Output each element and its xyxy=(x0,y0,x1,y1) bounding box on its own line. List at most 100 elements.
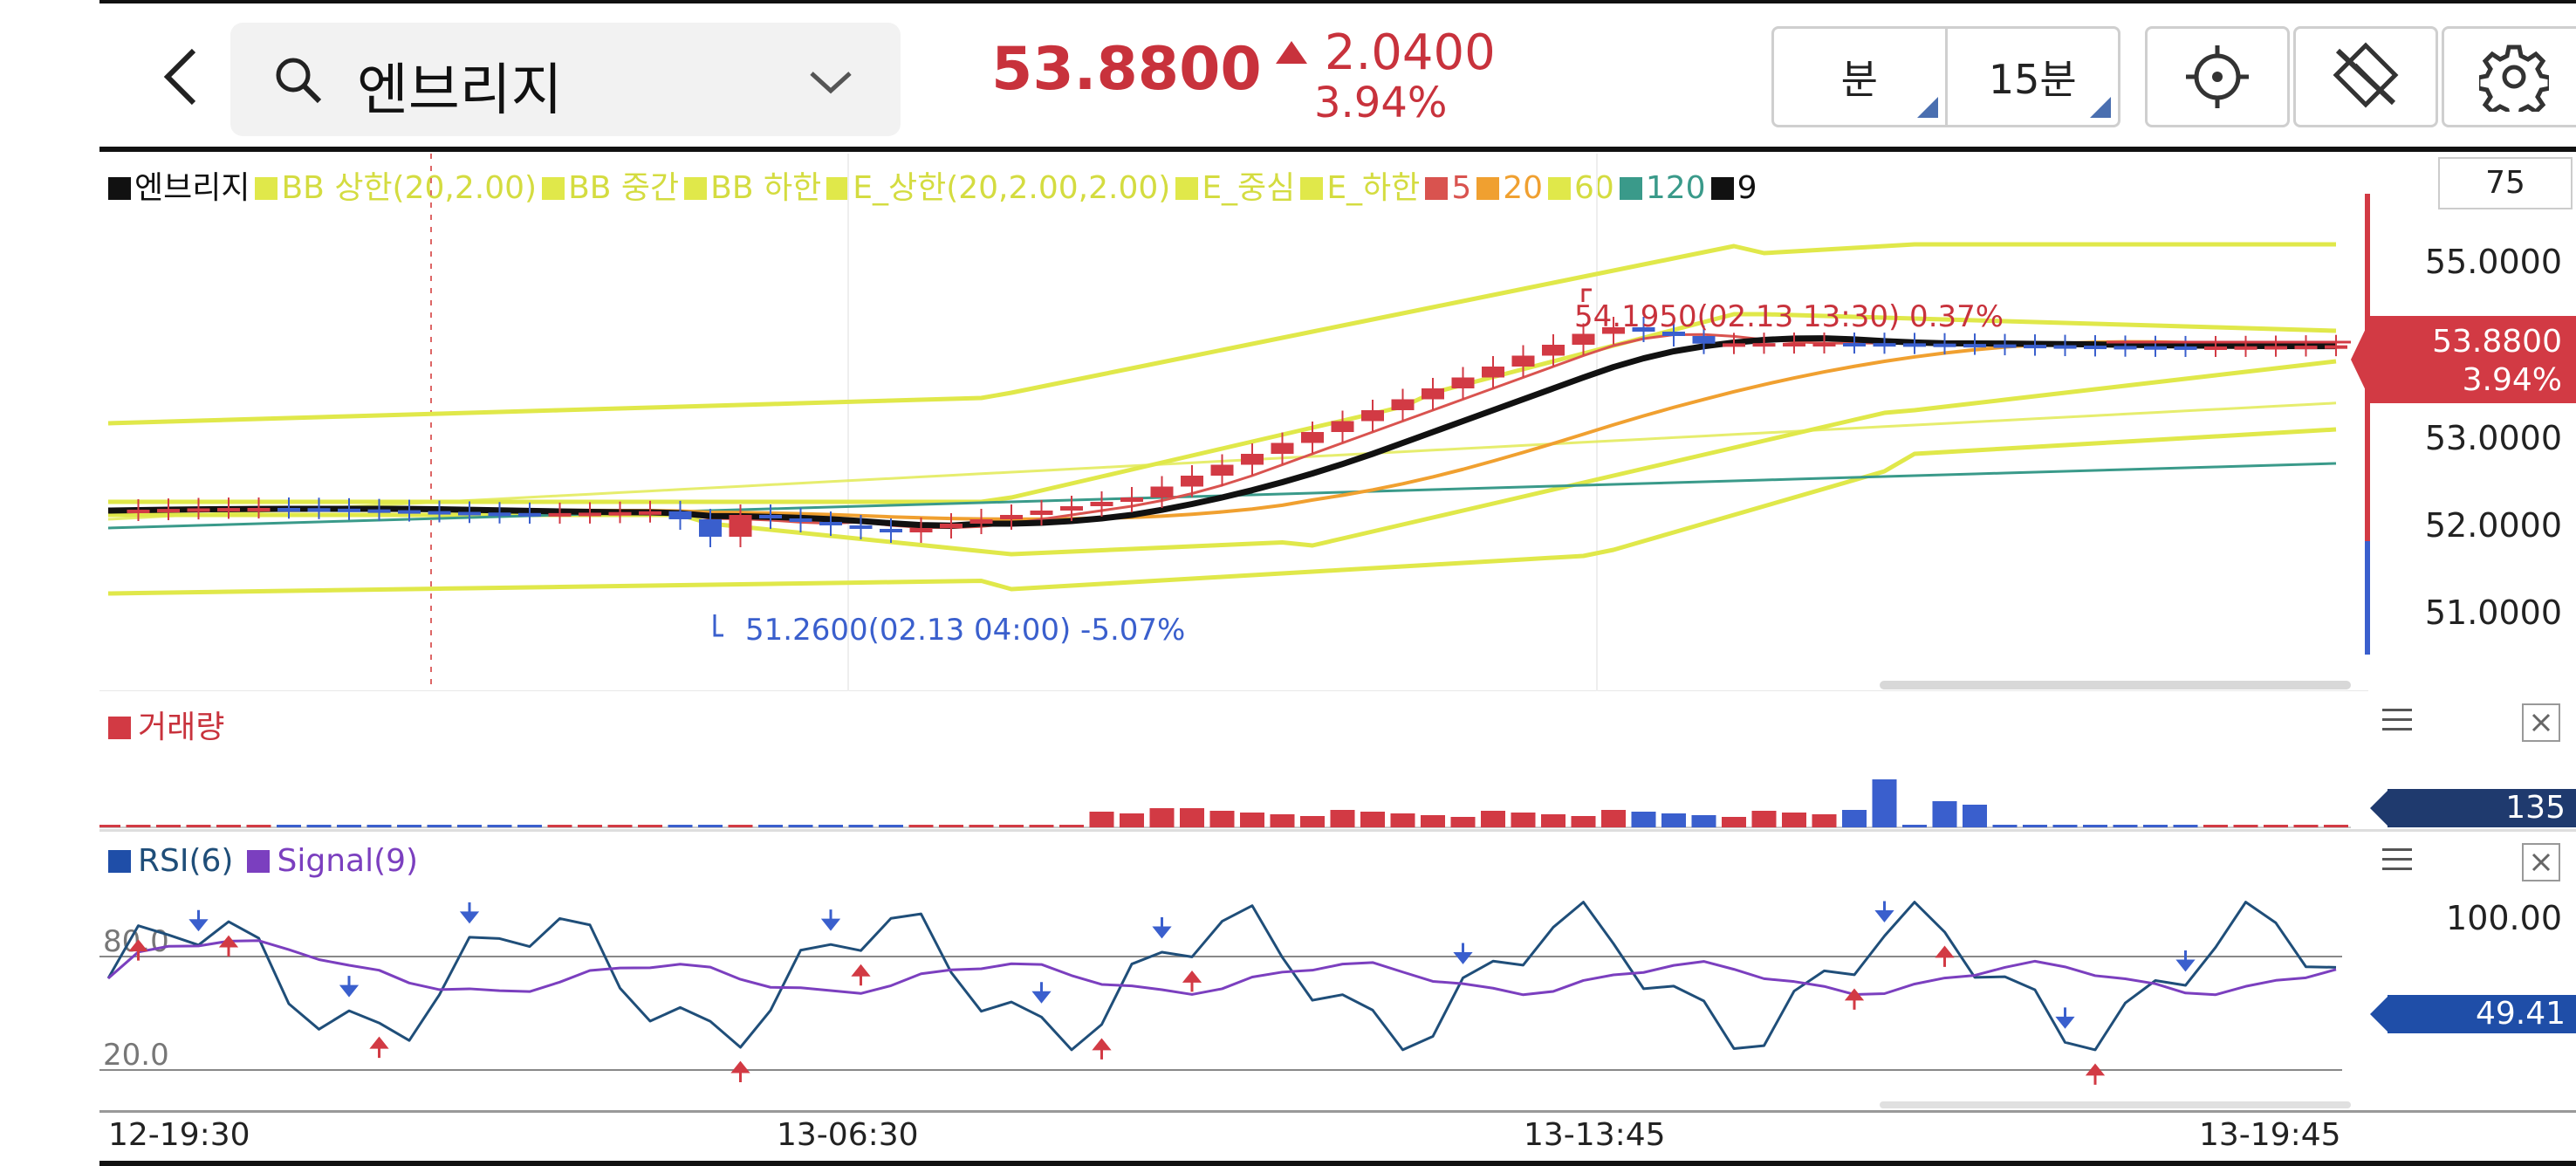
volume-bar xyxy=(487,825,512,827)
candle-body xyxy=(849,525,873,529)
legend-item[interactable]: BB 상한(20,2.00) xyxy=(281,170,538,206)
volume-bar xyxy=(2143,825,2168,827)
price-chart[interactable]: 54.1950(02.13 13:30) 0.37% 51.2600(02.13… xyxy=(99,154,2368,691)
volume-bar xyxy=(2203,825,2228,827)
indicator-legend[interactable]: 엔브리지 BB 상한(20,2.00) BB 중간 BB 하한 E_상한(20,2.00… xyxy=(108,162,1762,208)
tag-pointer xyxy=(2370,995,2389,1033)
candle-body xyxy=(1361,410,1384,422)
volume-bar xyxy=(1963,805,1987,827)
candle-body xyxy=(1181,476,1203,487)
candle-body xyxy=(1873,343,1896,347)
candle-body xyxy=(729,515,752,537)
volume-bars xyxy=(99,779,2348,827)
candlesticks xyxy=(127,317,2351,547)
buy-arrow-icon xyxy=(218,935,239,957)
interval-selector: 분 15분 xyxy=(1771,26,2120,127)
legend-swatch xyxy=(247,850,271,873)
back-button[interactable] xyxy=(148,42,218,112)
x-axis-line xyxy=(99,1110,2576,1113)
legend-item[interactable]: 120 xyxy=(1645,170,1706,206)
volume-bar xyxy=(1511,813,1536,827)
legend-swatch xyxy=(1548,177,1572,200)
crosshair-button[interactable] xyxy=(2145,26,2290,127)
interval-value-button[interactable]: 15분 xyxy=(1944,29,2119,125)
volume-bar xyxy=(1059,825,1084,827)
signal-line xyxy=(107,939,2337,997)
current-pct-tag-value: 3.94% xyxy=(2462,362,2562,398)
volume-bar xyxy=(2173,825,2198,827)
settings-button[interactable] xyxy=(2442,26,2576,127)
low-annotation: 51.2600(02.13 04:00) -5.07% xyxy=(745,613,1185,648)
volume-close-button[interactable] xyxy=(2522,703,2560,742)
candle-body xyxy=(1090,502,1113,506)
candle-body xyxy=(277,508,300,512)
hamburger-icon[interactable] xyxy=(2382,848,2412,871)
candle-body xyxy=(1511,355,1535,367)
volume-bar xyxy=(1541,814,1565,827)
legend-item[interactable]: E_중심 xyxy=(1202,170,1296,206)
candle-body xyxy=(2204,346,2227,350)
candle-body xyxy=(579,512,601,517)
visible-count-field[interactable]: 75 xyxy=(2438,157,2573,209)
legend-item[interactable]: 5 xyxy=(1451,170,1472,206)
rsi-scrollbar[interactable] xyxy=(1880,1101,2351,1108)
candle-body xyxy=(1150,486,1174,497)
horizontal-scrollbar[interactable] xyxy=(1880,681,2351,689)
volume-bar xyxy=(427,825,452,827)
legend-item[interactable]: BB 중간 xyxy=(568,170,680,206)
current-price-tag: 53.8800 3.94% xyxy=(2351,316,2576,403)
legend-item[interactable]: E_상한(20,2.00,2.00) xyxy=(853,170,1171,206)
candle-body xyxy=(1662,332,1685,336)
volume-bar xyxy=(758,825,783,827)
buy-arrow-icon xyxy=(128,939,148,961)
interval-unit-button[interactable]: 분 xyxy=(1774,29,1945,125)
bollinger-bands xyxy=(107,242,2337,596)
rsi-chart[interactable]: 80.0 20.0 xyxy=(99,881,2368,1108)
volume-bar xyxy=(1180,808,1204,827)
legend-item[interactable]: 60 xyxy=(1574,170,1614,206)
candle-body xyxy=(759,515,782,518)
legend-item[interactable]: 9 xyxy=(1737,170,1757,206)
legend-item[interactable]: 엔브리지 xyxy=(134,170,250,206)
drawing-tools-button[interactable] xyxy=(2293,26,2438,127)
buy-arrow-icon xyxy=(1182,971,1202,992)
sell-arrow-icon xyxy=(339,976,360,998)
y-tick: 55.0000 xyxy=(2424,243,2562,281)
volume-bar xyxy=(638,825,662,827)
volume-bar xyxy=(1421,815,1445,827)
chevron-left-icon xyxy=(163,48,196,106)
volume-bar xyxy=(1751,811,1777,827)
legend-item[interactable]: E_하한 xyxy=(1326,170,1421,206)
volume-bar xyxy=(1300,816,1325,827)
stock-search-field[interactable]: 엔브리지 xyxy=(230,23,901,136)
hamburger-icon[interactable] xyxy=(2382,709,2412,731)
candle-body xyxy=(338,508,360,512)
candle-body xyxy=(1752,343,1776,347)
legend-item[interactable]: 20 xyxy=(1503,170,1544,206)
volume-bar xyxy=(1722,817,1746,827)
legend-item[interactable]: BB 하한 xyxy=(710,170,822,206)
volume-bar xyxy=(1631,812,1656,827)
crosshair-icon xyxy=(2186,45,2249,108)
volume-bar xyxy=(99,825,120,827)
candle-body xyxy=(518,512,541,517)
chevron-down-icon[interactable] xyxy=(806,66,855,101)
env-upper-line xyxy=(108,312,2337,504)
ma20-line xyxy=(107,340,2337,521)
volume-bar xyxy=(1450,817,1476,827)
candle-body xyxy=(247,508,271,512)
y-tick: 53.0000 xyxy=(2424,419,2562,457)
rsi-close-button[interactable] xyxy=(2522,843,2560,881)
candle-body xyxy=(1602,327,1625,334)
high-annotation: 54.1950(02.13 13:30) 0.37% xyxy=(1574,299,2004,334)
volume-bar xyxy=(1240,813,1264,827)
interval-unit-label: 분 xyxy=(1840,56,1878,103)
candle-body xyxy=(2053,345,2077,349)
legend-swatch xyxy=(826,177,850,200)
dropdown-corner-icon xyxy=(1916,97,1938,118)
buy-arrow-icon xyxy=(1935,945,1955,967)
candle-body xyxy=(1632,327,1655,332)
volume-chart[interactable] xyxy=(99,742,2368,829)
candle-body xyxy=(1843,343,1866,347)
volume-bar xyxy=(2083,825,2107,827)
